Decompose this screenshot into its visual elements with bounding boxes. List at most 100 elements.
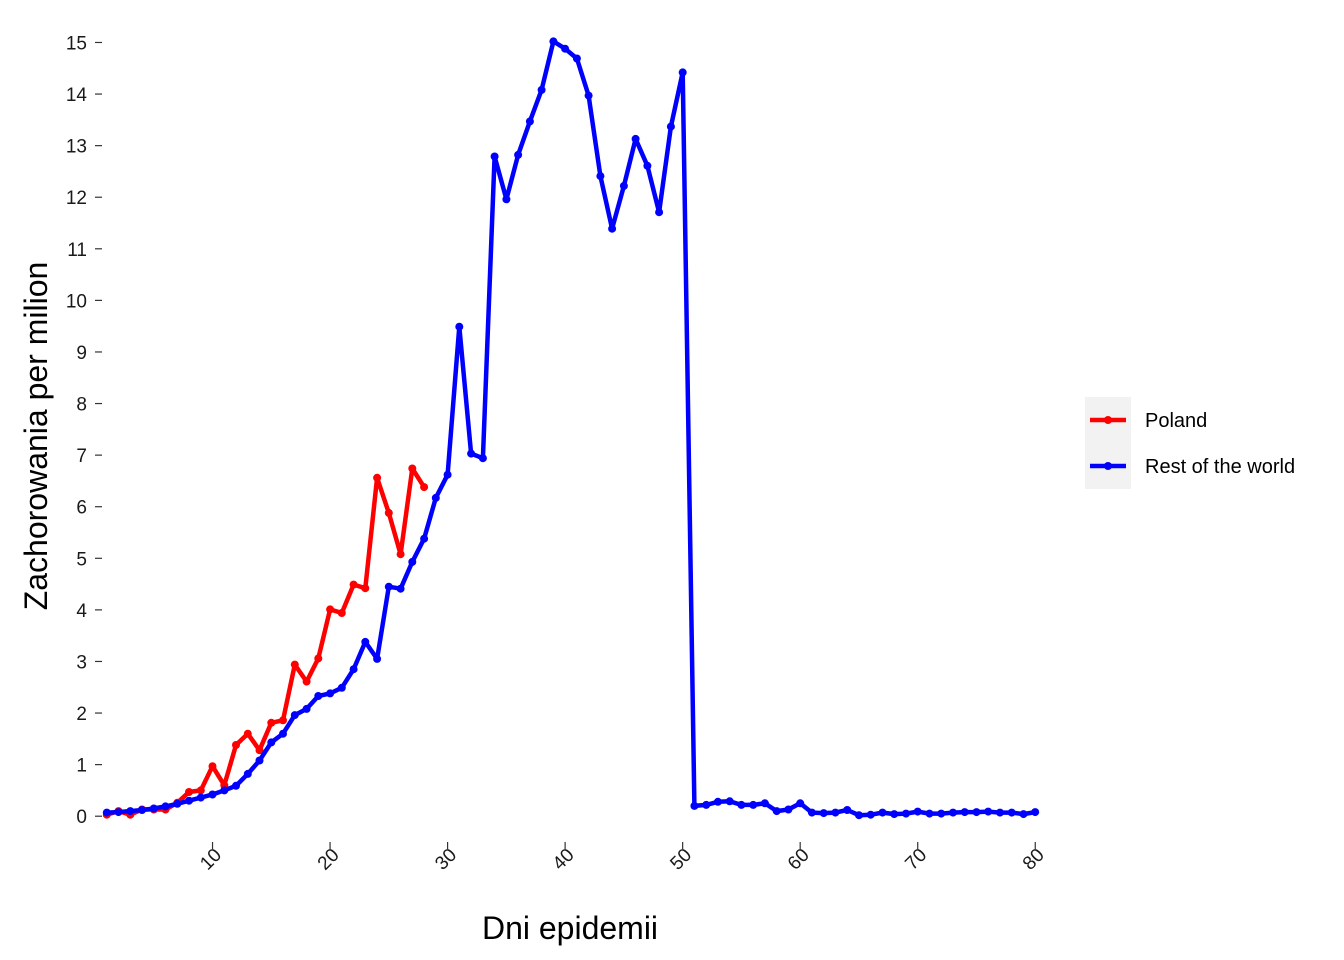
y-tick-label: 8 [76,395,87,416]
data-point-rest-of-the-world [972,808,981,817]
y-tick-label: 6 [76,498,87,519]
y-tick-label: 1 [76,756,87,777]
data-point-rest-of-the-world [655,208,664,217]
data-point-rest-of-the-world [1031,808,1040,817]
series-line-poland [104,466,427,817]
data-point-rest-of-the-world [619,181,628,190]
data-point-rest-of-the-world [702,800,711,809]
data-point-poland [420,483,429,492]
data-point-rest-of-the-world [596,172,605,181]
data-point-rest-of-the-world [185,796,193,805]
data-point-poland [326,605,335,614]
x-tick-label: 20 [314,845,344,875]
data-point-rest-of-the-world [326,689,335,698]
data-point-rest-of-the-world [784,805,793,814]
data-point-rest-of-the-world [749,800,758,809]
data-point-rest-of-the-world [561,44,570,53]
data-point-rest-of-the-world [584,91,593,100]
x-tick-label: 60 [784,845,814,875]
data-point-poland [232,741,240,749]
y-tick-label: 9 [76,343,87,364]
data-point-poland [279,716,287,725]
data-point-rest-of-the-world [173,799,182,808]
data-point-rest-of-the-world [537,85,546,94]
data-point-poland [373,473,382,482]
data-point-rest-of-the-world [361,637,370,646]
y-tick-label: 5 [76,549,87,570]
data-point-rest-of-the-world [408,557,417,566]
data-point-rest-of-the-world [314,692,323,700]
data-point-rest-of-the-world [373,654,382,663]
x-tick-label: 80 [1019,845,1049,875]
series-rest-of-the-world [102,37,1040,820]
data-point-poland [290,660,299,669]
data-point-poland [208,762,217,771]
data-point-rest-of-the-world [467,449,476,458]
y-tick-label: 13 [66,137,87,158]
data-point-rest-of-the-world [807,808,816,817]
y-tick-label: 10 [66,291,87,312]
data-point-rest-of-the-world [913,807,922,816]
y-tick-label: 11 [67,240,87,261]
data-point-rest-of-the-world [290,711,299,720]
data-point-rest-of-the-world [937,809,946,818]
data-point-poland [243,729,252,738]
data-point-rest-of-the-world [138,806,146,814]
data-point-rest-of-the-world [925,809,934,818]
data-point-poland [267,718,276,727]
data-point-poland [255,746,264,755]
data-point-poland [185,788,193,796]
y-tick-label: 15 [66,33,87,54]
data-point-rest-of-the-world [478,454,487,463]
data-point-rest-of-the-world [220,786,229,795]
data-point-rest-of-the-world [232,781,240,790]
data-point-rest-of-the-world [608,224,617,233]
data-point-rest-of-the-world [514,150,523,159]
data-point-rest-of-the-world [666,122,675,131]
y-tick-label: 14 [66,85,88,106]
data-point-poland [396,550,405,559]
data-point-rest-of-the-world [114,808,123,817]
data-point-rest-of-the-world [490,152,499,161]
x-tick-label: 10 [196,845,226,875]
data-point-poland [337,609,346,617]
y-tick-label: 3 [76,652,87,673]
data-point-rest-of-the-world [960,808,969,817]
data-point-rest-of-the-world [949,808,957,817]
y-axis-title: Zachorowania per milion [18,262,54,611]
data-point-rest-of-the-world [725,797,734,806]
data-point-rest-of-the-world [713,797,722,806]
data-point-rest-of-the-world [878,808,887,817]
x-axis: 10 20 30 40 50 60 70 80 [196,842,1049,874]
y-tick-label: 2 [76,704,87,725]
data-point-rest-of-the-world [431,493,440,502]
data-point-rest-of-the-world [796,799,805,808]
series-line-rest-of-the-world [104,39,1038,818]
x-tick-label: 30 [431,845,461,875]
data-point-rest-of-the-world [737,800,746,809]
data-point-rest-of-the-world [279,729,287,738]
y-tick-label: 4 [76,601,87,622]
data-point-rest-of-the-world [890,810,899,819]
data-point-rest-of-the-world [208,790,217,799]
data-point-rest-of-the-world [302,704,311,713]
data-point-rest-of-the-world [455,322,464,331]
data-point-rest-of-the-world [502,195,511,204]
data-point-rest-of-the-world [525,117,534,126]
data-point-rest-of-the-world [631,134,640,143]
data-point-rest-of-the-world [384,582,393,591]
data-point-rest-of-the-world [267,738,276,747]
legend: Poland Rest of the world [1085,397,1295,489]
x-tick-label: 50 [666,845,696,875]
data-point-poland [349,580,358,589]
legend-key-point-poland [1104,416,1112,424]
data-point-rest-of-the-world [102,808,111,817]
y-tick-label: 12 [66,188,87,209]
data-point-rest-of-the-world [149,804,158,813]
data-point-rest-of-the-world [902,809,910,818]
series-layer [102,37,1040,820]
data-point-rest-of-the-world [819,809,828,818]
data-point-rest-of-the-world [866,810,875,819]
data-point-rest-of-the-world [337,683,346,692]
data-point-rest-of-the-world [572,54,581,63]
